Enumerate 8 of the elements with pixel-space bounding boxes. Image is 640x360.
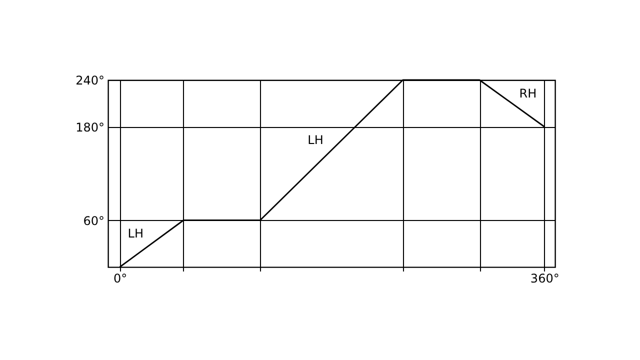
x-tick-label: 360° [530, 272, 560, 286]
annotation: RH [519, 86, 537, 100]
annotation: LH [308, 133, 324, 148]
annotation: LH [128, 226, 144, 241]
y-tick-label: 60° [83, 214, 104, 228]
y-tick-label: 180° [76, 120, 104, 134]
y-tick-label: 240° [76, 74, 104, 88]
x-tick-label: 0° [113, 272, 128, 286]
